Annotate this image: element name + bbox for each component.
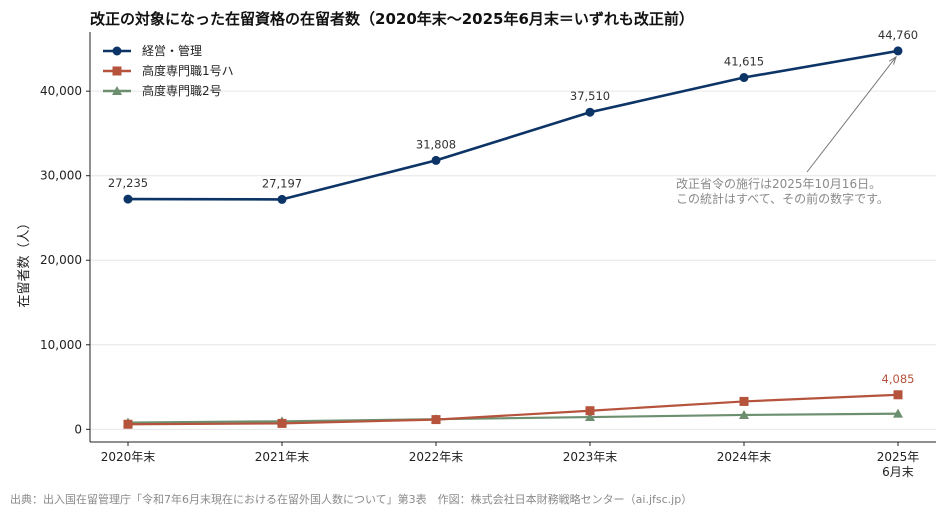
point-marker <box>431 415 441 425</box>
point-marker <box>112 46 122 56</box>
legend-label: 経営・管理 <box>142 43 202 58</box>
point-marker <box>893 390 903 400</box>
y-tick-label: 40,000 <box>40 84 82 98</box>
point-marker <box>112 86 122 95</box>
annotation-text: 改正省令の施行は2025年10月16日。 <box>676 176 881 191</box>
data-label: 37,510 <box>570 89 610 103</box>
point-marker <box>893 46 903 56</box>
point-marker <box>739 73 749 83</box>
x-tick-label: 2025年 6月末 <box>877 450 920 479</box>
point-marker <box>112 66 122 76</box>
grid-lines <box>90 90 936 430</box>
point-marker <box>585 412 595 422</box>
data-label: 41,615 <box>724 55 764 69</box>
point-marker <box>277 418 287 428</box>
source-note: 出典：出入国在留管理庁「令和7年6月末現在における在留外国人数について」第3表 … <box>10 492 692 506</box>
point-marker <box>585 107 595 117</box>
x-tick-label: 2020年末 <box>101 450 156 464</box>
data-label: 44,760 <box>878 28 918 42</box>
data-label: 27,197 <box>262 176 302 190</box>
x-tick-label: 2024年末 <box>717 450 772 464</box>
data-label: 27,235 <box>108 176 148 190</box>
data-label: 31,808 <box>416 137 456 151</box>
series-layer <box>123 46 903 429</box>
x-tick-label: 2022年末 <box>409 450 464 464</box>
annotation-arrowhead <box>888 55 897 65</box>
x-tick-label: 2021年末 <box>255 450 310 464</box>
series-line <box>127 49 899 201</box>
point-marker <box>277 194 287 204</box>
annotation-text: この統計はすべて、その前の数字です。 <box>676 191 889 206</box>
point-marker <box>739 396 749 406</box>
annotation: 改正省令の施行は2025年10月16日。この統計はすべて、その前の数字です。 <box>676 55 897 206</box>
y-tick-label: 10,000 <box>40 338 82 352</box>
x-tick-label: 2023年末 <box>563 450 618 464</box>
series-line <box>127 412 899 424</box>
point-marker <box>123 194 133 204</box>
point-marker <box>123 419 133 429</box>
y-tick-label: 0 <box>74 422 82 436</box>
point-marker <box>739 409 749 419</box>
annotation-arrow <box>806 56 897 173</box>
legend-label: 高度専門職1号ハ <box>142 63 234 78</box>
legend-label: 高度専門職2号 <box>142 83 222 98</box>
series-line <box>127 393 899 426</box>
data-label: 4,085 <box>882 372 915 386</box>
y-axis-label: 在留者数（人） <box>17 216 32 307</box>
point-marker <box>585 406 595 416</box>
point-marker <box>893 408 903 418</box>
axes: 0 10,000 20,000 30,000 40,000 2020年末 2021年末 202… <box>40 32 936 479</box>
data-labels: 27,235 27,197 31,808 37,510 41,615 44,760 4,08… <box>108 28 918 386</box>
chart-title: 改正の対象になった在留資格の在留者数（2020年末〜2025年6月末＝いずれも改… <box>90 10 694 28</box>
y-tick-label: 30,000 <box>40 169 82 183</box>
point-marker <box>431 155 441 165</box>
y-tick-label: 20,000 <box>40 253 82 267</box>
